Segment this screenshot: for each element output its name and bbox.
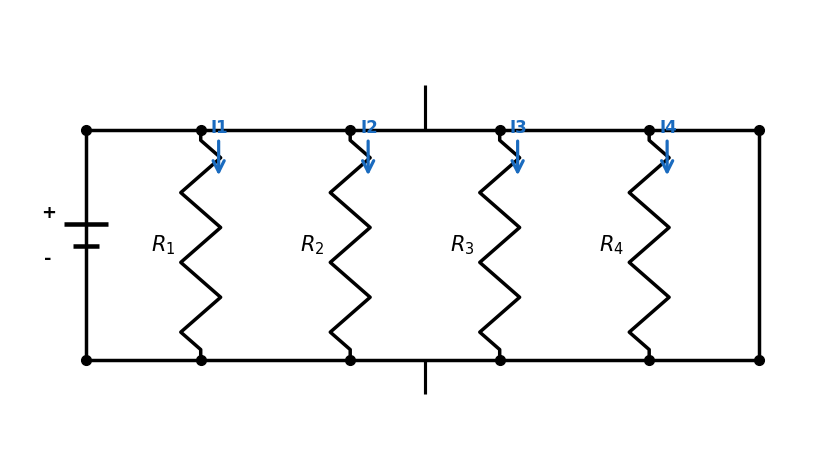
Text: I4: I4 bbox=[658, 119, 676, 137]
Text: $R_4$: $R_4$ bbox=[598, 233, 623, 257]
Text: $R_2$: $R_2$ bbox=[300, 233, 324, 257]
Text: I3: I3 bbox=[509, 119, 527, 137]
Text: $R_3$: $R_3$ bbox=[449, 233, 473, 257]
Text: +: + bbox=[41, 204, 56, 222]
Text: I2: I2 bbox=[360, 119, 378, 137]
Text: I1: I1 bbox=[210, 119, 228, 137]
Text: $R_1$: $R_1$ bbox=[151, 233, 174, 257]
Text: -: - bbox=[44, 250, 52, 268]
